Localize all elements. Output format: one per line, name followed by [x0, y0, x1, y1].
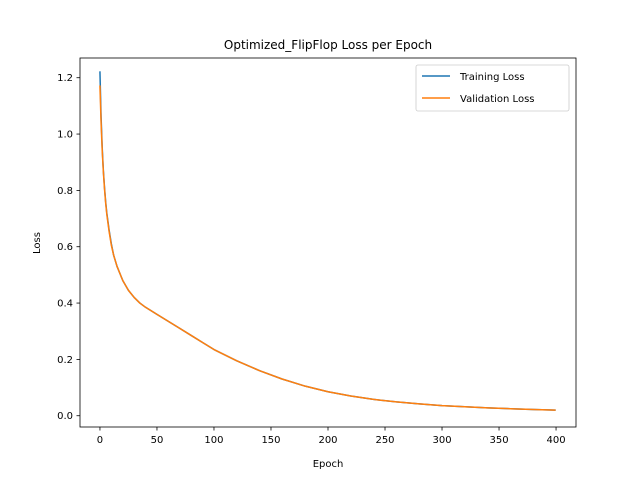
x-tick-label: 250	[375, 435, 394, 446]
legend: Training Loss Validation Loss	[415, 64, 570, 112]
y-tick-label: 0.8	[57, 186, 73, 197]
y-tick-label: 1.2	[57, 73, 73, 84]
x-tick-label: 0	[97, 435, 103, 446]
x-tick-label: 300	[432, 435, 451, 446]
y-axis-label: Loss	[32, 232, 43, 254]
y-tick-label: 0.6	[57, 242, 73, 253]
x-axis-label: Epoch	[313, 459, 344, 470]
series-line-validation	[99, 85, 556, 411]
legend-label-training: Training Loss	[459, 72, 525, 83]
y-tick-label: 0.0	[57, 411, 73, 422]
y-tick-label: 0.2	[57, 355, 73, 366]
series-layer	[99, 71, 556, 411]
x-tick-label: 50	[151, 435, 164, 446]
chart-title: Optimized_FlipFlop Loss per Epoch	[224, 38, 432, 52]
x-tick-label: 150	[261, 435, 280, 446]
x-tick-label: 100	[204, 435, 223, 446]
legend-label-validation: Validation Loss	[460, 94, 535, 105]
legend-box	[415, 64, 570, 112]
x-tick-label: 200	[318, 435, 337, 446]
y-axis: 0.0 0.2 0.4 0.6 0.8 1.0 1.2	[57, 73, 80, 422]
x-axis: 0 50 100 150 200 250 300 350 400	[97, 427, 566, 446]
x-tick-label: 400	[546, 435, 565, 446]
x-tick-label: 350	[489, 435, 508, 446]
y-tick-label: 0.4	[57, 299, 73, 310]
y-tick-label: 1.0	[57, 130, 73, 141]
